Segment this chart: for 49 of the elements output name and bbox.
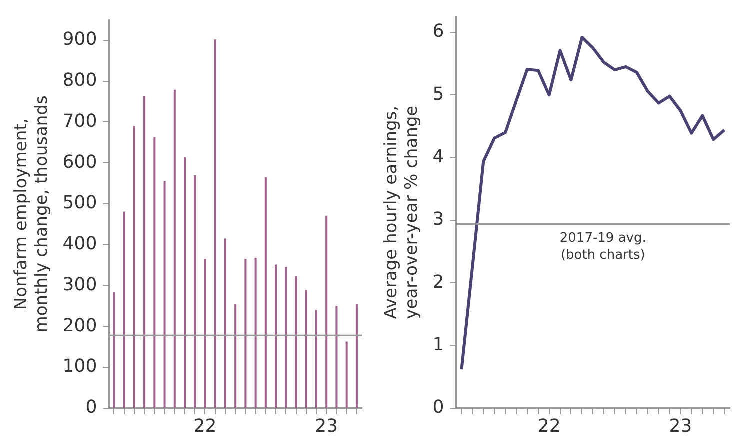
y-tick-label: 100 xyxy=(62,356,98,378)
y-tick-label: 2 xyxy=(432,272,444,293)
y-tick-label: 6 xyxy=(432,21,444,42)
bar xyxy=(123,212,126,408)
y-tick-label: 500 xyxy=(62,192,98,214)
y-tick-label: 600 xyxy=(62,152,98,173)
y-tick-label: 900 xyxy=(62,29,98,50)
x-tick-label: 23 xyxy=(669,416,692,437)
y-tick-label: 700 xyxy=(62,110,98,132)
bar xyxy=(336,306,338,408)
y-tick-label: 1 xyxy=(432,334,444,356)
y-tick-label: 800 xyxy=(62,70,98,91)
bar xyxy=(326,216,328,408)
bar xyxy=(356,304,358,408)
bar xyxy=(264,177,267,408)
y-axis-title: Average hourly earnings, year-over-year % change xyxy=(382,106,422,320)
ref-line-label: 2017-19 avg. (both charts) xyxy=(560,231,646,264)
bar xyxy=(244,259,247,408)
y-tick-label: 0 xyxy=(86,397,98,418)
bar xyxy=(164,181,166,408)
bar xyxy=(254,258,257,408)
bar xyxy=(133,126,136,408)
y-axis-title: Nonfarm employment, monthly change, thousands xyxy=(12,96,52,333)
bar xyxy=(214,40,216,408)
x-tick-label: 23 xyxy=(315,416,338,437)
bar xyxy=(113,292,116,408)
bar xyxy=(234,304,237,408)
y-tick-label: 400 xyxy=(62,234,98,255)
bar xyxy=(295,276,298,408)
bar xyxy=(194,175,196,408)
bar xyxy=(305,290,308,408)
bar xyxy=(315,310,318,408)
bar xyxy=(224,238,226,408)
y-tick-label: 0 xyxy=(432,397,444,418)
bar xyxy=(144,96,146,408)
x-tick-label: 22 xyxy=(538,416,561,437)
y-tick-label: 5 xyxy=(432,84,444,105)
x-tick-label: 22 xyxy=(194,416,217,437)
bar xyxy=(184,157,186,408)
bar xyxy=(275,264,278,408)
y-tick-label: 4 xyxy=(432,146,444,168)
y-tick-label: 300 xyxy=(62,274,98,296)
bar xyxy=(346,342,348,408)
y-tick-label: 3 xyxy=(432,209,444,230)
bar xyxy=(285,266,288,408)
bar xyxy=(204,259,206,408)
bar xyxy=(174,90,176,408)
bar xyxy=(154,137,156,408)
y-tick-label: 200 xyxy=(62,315,98,336)
